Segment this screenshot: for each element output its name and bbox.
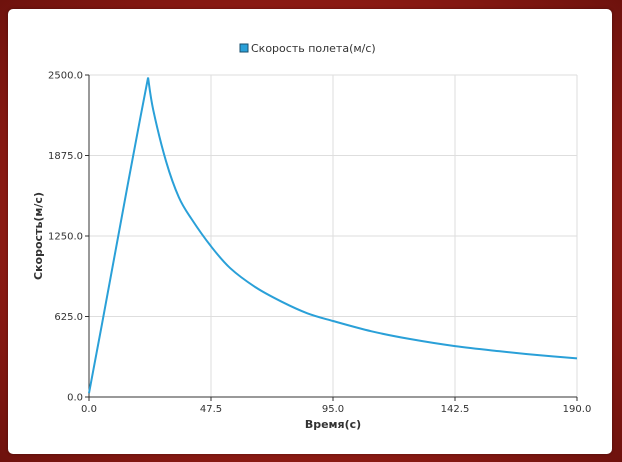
axes xyxy=(85,74,578,401)
y-tick-label: 0.0 xyxy=(67,393,83,404)
x-tick-label: 142.5 xyxy=(441,404,470,415)
y-tick-label: 1250.0 xyxy=(48,232,83,243)
x-tick-label: 95.0 xyxy=(322,404,344,415)
y-axis-title: Скорость(м/с) xyxy=(32,192,45,280)
tick-labels: 0.0 625.0 1250.0 1875.0 2500.0 0.0 47.5 95.0 142… xyxy=(48,71,591,416)
chart-panel xyxy=(8,9,612,454)
x-tick-label: 190.0 xyxy=(563,404,592,415)
legend: Скорость полета(м/с) xyxy=(239,42,376,55)
grid-lines xyxy=(89,74,578,397)
y-tick-label: 625.0 xyxy=(54,312,83,323)
x-tick-label: 0.0 xyxy=(81,404,97,415)
y-tick-label: 1875.0 xyxy=(48,151,83,162)
x-tick-label: 47.5 xyxy=(200,404,222,415)
y-tick-label: 2500.0 xyxy=(48,71,83,82)
legend-swatch xyxy=(239,43,249,53)
legend-label: Скорость полета(м/с) xyxy=(251,42,376,55)
series-line-speed xyxy=(88,77,578,394)
x-axis-title: Время(с) xyxy=(305,418,361,431)
